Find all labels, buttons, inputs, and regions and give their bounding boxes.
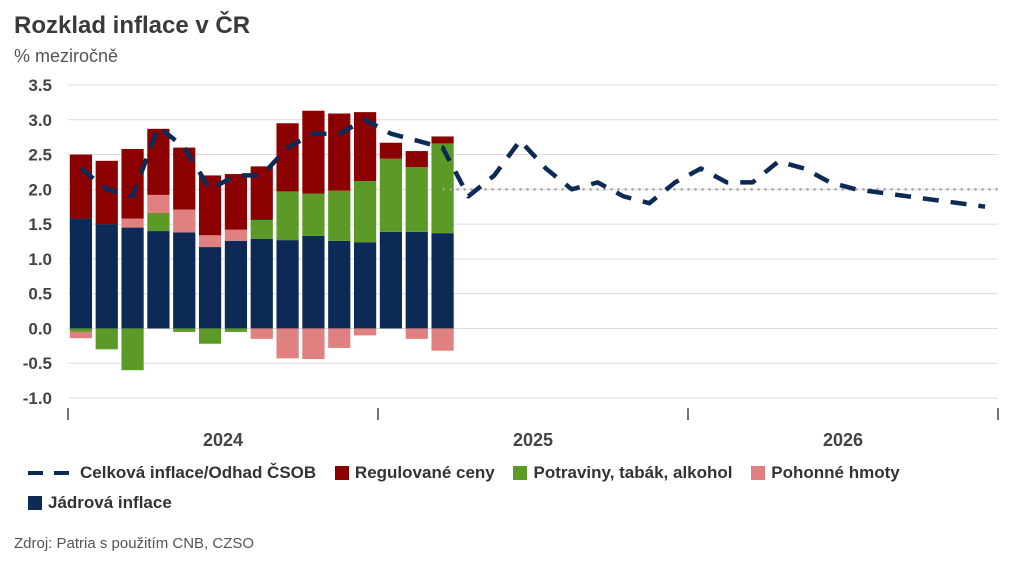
bar-segment (431, 328, 454, 351)
legend-label-regulated: Regulované ceny (354, 463, 495, 482)
bar-segment (276, 240, 299, 329)
bar-segment (173, 328, 196, 332)
bar-segment (328, 240, 351, 329)
chart-subtitle: % meziročně (14, 46, 119, 66)
bar-segment (405, 151, 428, 168)
bar-segment (173, 209, 196, 233)
bar-segment (198, 247, 222, 329)
bar-segment (95, 328, 118, 350)
x-axis: 2024 2025 2026 (67, 408, 999, 450)
y-tick-label: 3.0 (28, 111, 52, 130)
x-year-label: 2026 (823, 430, 863, 450)
y-axis-ticks: 3.5 3.0 2.5 2.0 1.5 1.0 0.5 0.0 -0.5 -1.0 (23, 76, 52, 408)
bar-segment (353, 328, 377, 336)
bar-segment (69, 154, 93, 219)
chart-title: Rozklad inflace v ČR (14, 12, 251, 39)
bar-segment (121, 328, 144, 371)
bar-segment (121, 148, 144, 219)
y-tick-label: -1.0 (23, 389, 52, 408)
square-swatch-icon (28, 496, 42, 510)
bar-segment (302, 193, 325, 236)
bar-segment (379, 231, 403, 329)
bar-segment (302, 110, 325, 194)
y-tick-label: 1.5 (28, 215, 52, 234)
x-year-label: 2024 (203, 430, 243, 450)
bar-segment (121, 227, 144, 329)
bar-segment (224, 174, 248, 230)
bar-segment (276, 191, 299, 241)
bar-segment (250, 328, 273, 339)
bar-segment (224, 240, 248, 329)
legend-label-core: Jádrová inflace (48, 493, 172, 512)
bars (69, 110, 454, 371)
bar-segment (250, 238, 273, 329)
bar-segment (95, 224, 118, 329)
bar-segment (405, 167, 428, 232)
bar-segment (431, 233, 454, 329)
bar-segment (328, 190, 351, 241)
bar-segment (431, 136, 454, 144)
bar-segment (224, 229, 248, 241)
bar-segment (328, 113, 351, 191)
bar-segment (353, 242, 377, 329)
bar-segment (224, 328, 248, 332)
bar-segment (353, 112, 377, 181)
bar-segment (173, 232, 196, 329)
bar-segment (69, 218, 93, 329)
legend-item-core: Jádrová inflace (28, 488, 172, 518)
bar-segment (198, 328, 222, 344)
bar-segment (276, 328, 299, 359)
bar-segment (147, 194, 170, 213)
bar-segment (302, 328, 325, 360)
inflation-line (79, 117, 986, 209)
square-swatch-icon (334, 466, 349, 480)
bar-segment (95, 160, 118, 225)
bar-segment (121, 218, 144, 228)
y-tick-label: 0.0 (28, 319, 52, 338)
bar-segment (173, 147, 196, 210)
legend-item-fuel: Pohonné hmoty (751, 458, 900, 488)
legend-label-food: Potraviny, tabák, alkohol (533, 463, 733, 482)
gridlines (68, 84, 998, 399)
bar-segment (379, 158, 403, 232)
bar-segment (198, 235, 222, 248)
bar-segment (147, 212, 170, 232)
legend-item-food: Potraviny, tabák, alkohol (513, 458, 733, 488)
bar-segment (250, 219, 273, 239)
dash-line-icon (28, 466, 72, 480)
y-tick-label: 2.0 (28, 180, 52, 199)
legend-item-total: Celková inflace/Odhad ČSOB (28, 458, 316, 488)
bar-segment (250, 166, 273, 220)
y-tick-label: 2.5 (28, 146, 52, 165)
y-tick-label: 1.0 (28, 250, 52, 269)
bar-segment (405, 328, 428, 339)
bar-segment (353, 180, 377, 243)
bar-segment (328, 328, 351, 348)
legend: Celková inflace/Odhad ČSOB Regulované ce… (28, 458, 1018, 518)
bar-segment (147, 128, 170, 195)
bar-segment (198, 175, 222, 236)
square-swatch-icon (751, 466, 766, 480)
x-year-label: 2025 (513, 430, 553, 450)
y-tick-label: 0.5 (28, 285, 52, 304)
source-note: Zdroj: Patria s použitím CNB, CZSO (14, 535, 255, 552)
legend-item-regulated: Regulované ceny (334, 458, 495, 488)
series-line (79, 117, 986, 209)
chart-plot: 3.53.02.52.01.51.00.50.0-0.5-1.0 2024 202… (23, 76, 999, 450)
y-tick-label: 3.5 (28, 76, 52, 95)
y-tick-label: -0.5 (23, 354, 52, 373)
square-swatch-icon (513, 466, 528, 480)
bar-segment (405, 231, 428, 329)
bar-segment (69, 331, 93, 339)
bar-segment (276, 123, 299, 192)
bar-segment (379, 142, 403, 159)
legend-label-total: Celková inflace/Odhad ČSOB (80, 463, 317, 482)
bar-segment (147, 231, 170, 329)
bar-segment (302, 235, 325, 329)
bar-segment (69, 328, 93, 332)
legend-label-fuel: Pohonné hmoty (771, 463, 900, 482)
